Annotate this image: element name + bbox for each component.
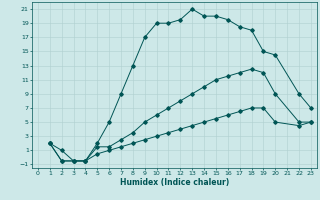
X-axis label: Humidex (Indice chaleur): Humidex (Indice chaleur) xyxy=(120,178,229,187)
